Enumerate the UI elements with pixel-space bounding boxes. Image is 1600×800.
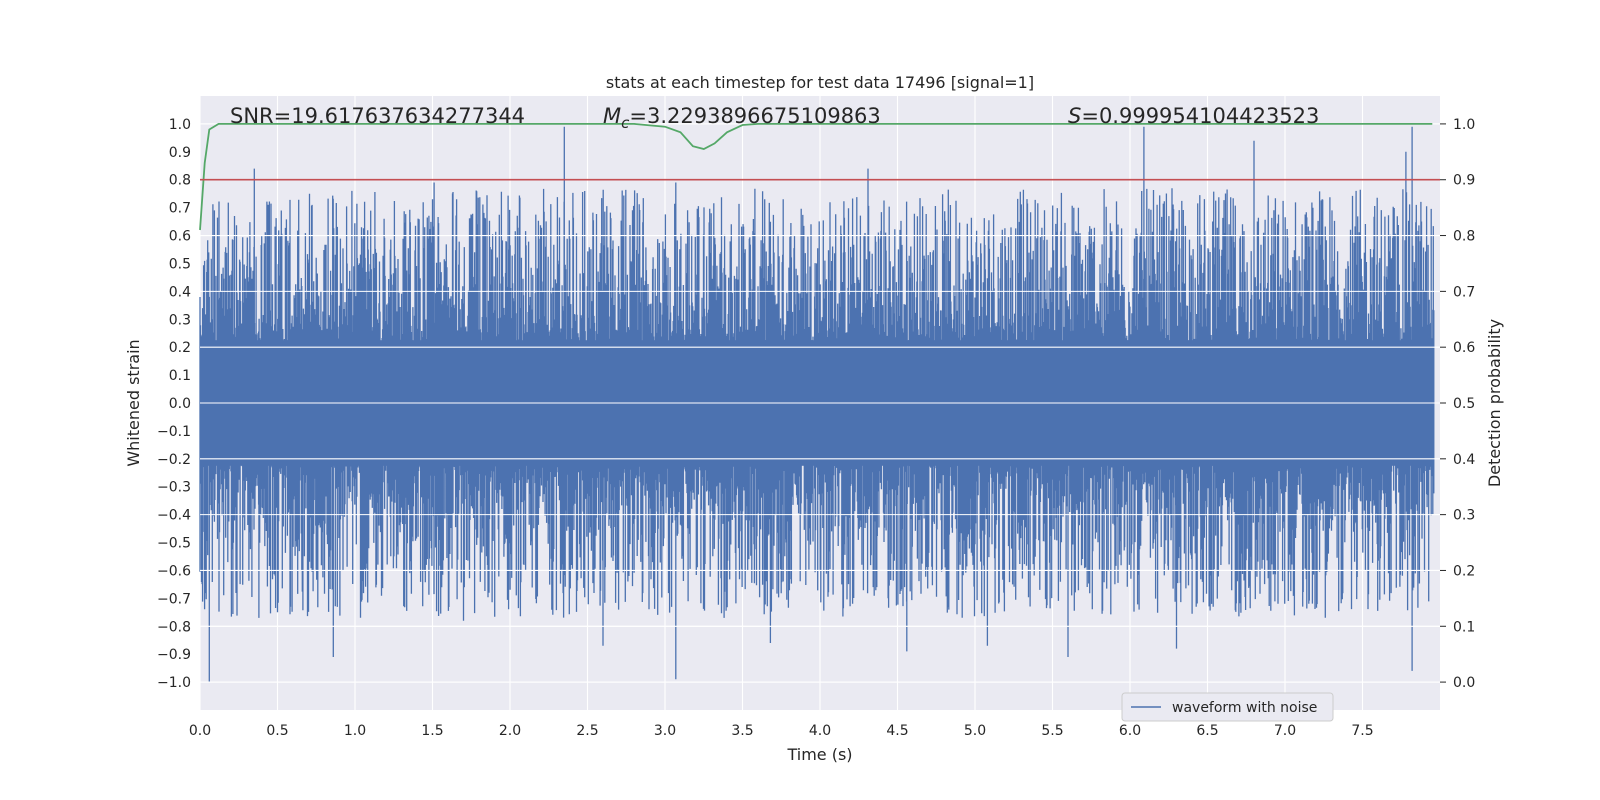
y-tick-label: −1.0 [157,675,191,691]
chart-title: stats at each timestep for test data 174… [606,73,1034,92]
y2-tick-label: 0.8 [1453,229,1475,245]
x-tick-label: 5.5 [1041,723,1063,739]
chirp-mass-symbol: M [603,104,621,128]
y-axis-label: Whitened strain [124,339,143,466]
x-tick-label: 1.0 [344,723,366,739]
significance-symbol: S [1068,104,1081,128]
y2-tick-label: 0.0 [1453,675,1475,691]
chirp-mass-stat: Mc=3.2293896675109863 [603,104,881,132]
y2-tick-label: 0.7 [1453,284,1475,300]
y-tick-label: 0.1 [169,368,191,384]
y-tick-label: −0.6 [157,563,191,579]
x-tick-label: 4.5 [886,723,908,739]
x-tick-label: 3.5 [731,723,753,739]
legend-box [1121,692,1334,722]
x-tick-label: 7.5 [1351,723,1373,739]
x-tick-label: 6.5 [1196,723,1218,739]
y-tick-label: 0.6 [169,229,191,245]
y2-tick-label: 0.2 [1453,563,1475,579]
x-tick-label: 1.5 [421,723,443,739]
x-axis-label: Time (s) [786,745,852,764]
significance-value: =0.999954104423523 [1081,104,1319,128]
x-axis-ticks: 0.0 0.5 1.0 1.5 2.0 2.5 3.0 3.5 4.0 4.5 5.0 5.5 6.0 6… [189,723,1374,739]
snr-stat: SNR=19.617637634277344 [230,104,525,128]
y-tick-label: 0.4 [169,284,191,300]
y-tick-label: −0.2 [157,452,191,468]
chirp-mass-value: =3.2293896675109863 [629,104,880,128]
y2-tick-label: 0.1 [1453,619,1475,635]
y-tick-label: −0.1 [157,424,191,440]
x-tick-label: 3.0 [654,723,676,739]
y-tick-label: −0.3 [157,480,191,496]
y-tick-label: −0.5 [157,536,191,552]
legend-label-waveform: waveform with noise [1172,700,1317,716]
legend: waveform with noise [1121,692,1334,722]
y-tick-label: 0.5 [169,256,191,272]
x-tick-label: 0.0 [189,723,211,739]
y2-tick-label: 1.0 [1453,117,1475,133]
y-tick-label: 0.8 [169,173,191,189]
y-tick-label: 0.9 [169,145,191,161]
probability-series [199,123,1440,231]
x-tick-label: 6.0 [1119,723,1141,739]
significance-stat: S=0.999954104423523 [1068,104,1319,128]
x-tick-label: 7.0 [1274,723,1296,739]
x-tick-label: 0.5 [266,723,288,739]
y2-tick-label: 0.3 [1453,508,1475,524]
y-tick-label: 0.3 [169,312,191,328]
y2-axis-label: Detection probability [1485,319,1504,487]
y-tick-label: −0.9 [157,647,191,663]
x-tick-label: 5.0 [964,723,986,739]
y-tick-label: −0.4 [157,508,191,524]
y-tick-label: 0.2 [169,340,191,356]
x-tick-label: 2.5 [576,723,598,739]
y-tick-label: −0.8 [157,619,191,635]
x-tick-label: 2.0 [499,723,521,739]
y-tick-label: 0.0 [169,396,191,412]
y-tick-label: 0.7 [169,201,191,217]
y2-tick-label: 0.5 [1453,396,1475,412]
x-tick-label: 4.0 [809,723,831,739]
left-axis-ticks: 1.0 0.9 0.8 0.7 0.6 0.5 0.4 0.3 0.2 0.1 0.0 −0.1 −0.… [157,117,191,691]
y-tick-label: −0.7 [157,591,191,607]
probability-line [199,123,1433,231]
y-tick-label: 1.0 [169,117,191,133]
y2-tick-label: 0.4 [1453,452,1475,468]
y2-tick-label: 0.9 [1453,173,1475,189]
right-axis-ticks: 1.0 0.9 0.8 0.7 0.6 0.5 0.4 0.3 0.2 0.1 0.0 [1440,117,1475,691]
chirp-mass-subscript: c [621,114,630,132]
y2-tick-label: 0.6 [1453,340,1475,356]
